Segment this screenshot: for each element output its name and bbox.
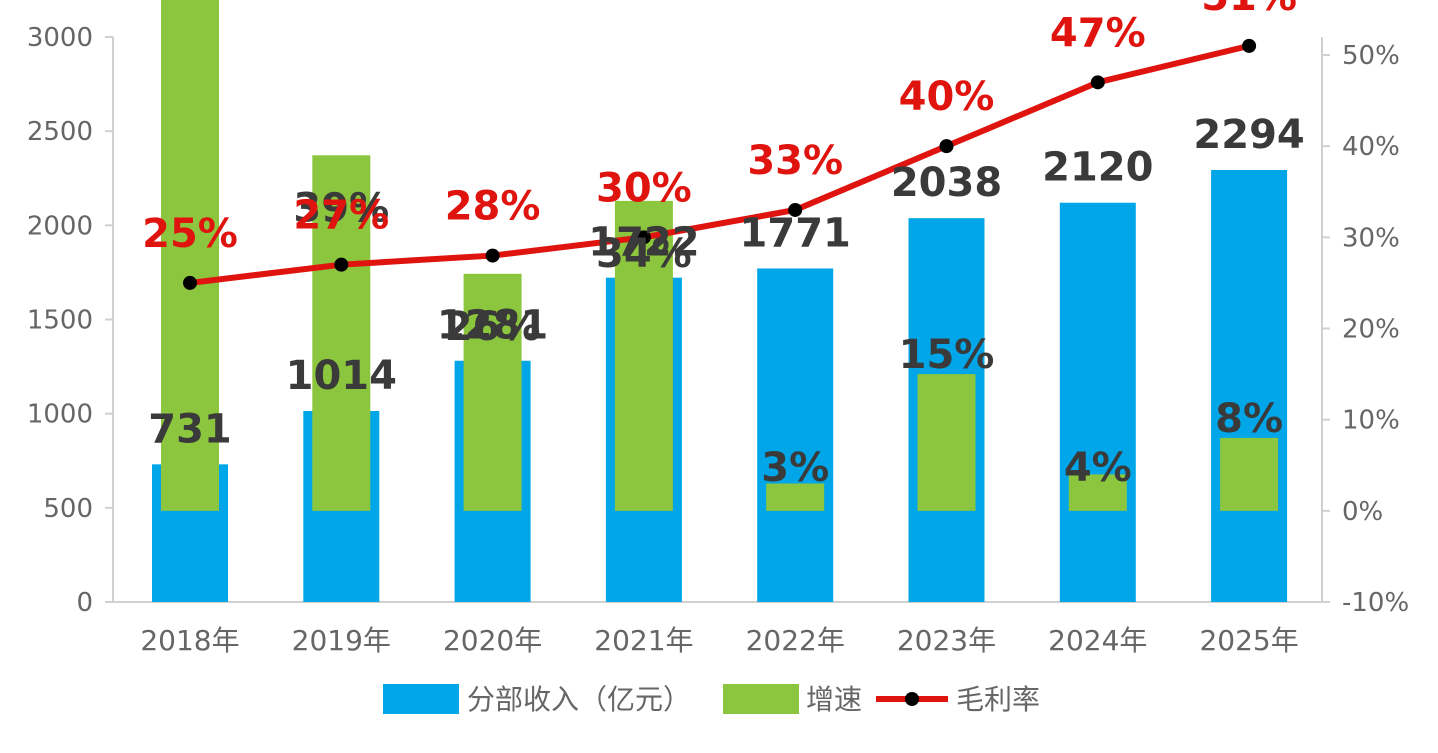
growth-bar	[312, 155, 371, 511]
margin-value-label: 28%	[445, 184, 541, 230]
growth-bars	[161, 0, 1279, 511]
revenue-value-label: 2038	[891, 160, 1002, 206]
growth-value-label: 34%	[596, 231, 692, 277]
y-tick-label-left: 1500	[27, 306, 93, 336]
margin-marker	[939, 139, 954, 154]
revenue-value-label: 2120	[1042, 145, 1153, 191]
revenue-bar	[1211, 169, 1288, 603]
growth-value-label: 8%	[1215, 396, 1283, 442]
x-tick-label: 2019年	[292, 624, 391, 657]
margin-value-label: 25%	[142, 211, 238, 257]
x-tick-label: 2021年	[594, 624, 693, 657]
margin-marker	[485, 248, 500, 263]
y-tick-label-right: -10%	[1342, 588, 1409, 618]
margin-value-label: 27%	[293, 193, 389, 239]
x-tick-label: 2022年	[746, 624, 845, 657]
revenue-value-label: 1771	[740, 210, 851, 256]
margin-marker	[183, 275, 197, 290]
revenue-bar	[1059, 202, 1136, 602]
x-tick-label: 2018年	[140, 624, 239, 657]
revenue-value-label: 1281	[437, 303, 548, 349]
margin-marker	[334, 257, 349, 272]
y-tick-label-right: 10%	[1342, 406, 1400, 436]
growth-value-label: 26%	[445, 304, 541, 350]
margin-marker	[788, 202, 803, 217]
margin-marker	[1090, 75, 1105, 90]
legend-swatch-revenue	[383, 684, 459, 714]
revenue-value-label: 1014	[286, 353, 397, 399]
growth-bar	[614, 200, 673, 511]
margin-marker	[636, 230, 651, 245]
x-tick-label: 2024年	[1048, 624, 1147, 657]
y-tick-label-right: 40%	[1342, 132, 1400, 162]
y-tick-label-left: 0	[76, 588, 93, 618]
data-labels: 731101412811722177120382120229480%39%26%…	[142, 0, 1305, 491]
margin-line-path	[189, 42, 1250, 286]
growth-bar	[917, 374, 976, 511]
margin-value-label: 30%	[596, 165, 692, 211]
growth-bar	[463, 273, 522, 511]
margin-value-label: 47%	[1050, 10, 1146, 56]
legend-swatch-growth	[723, 684, 799, 714]
growth-bar	[161, 0, 219, 511]
margin-marker	[1242, 38, 1257, 53]
legend-label-growth: 增速	[806, 683, 862, 716]
x-tick-label: 2023年	[897, 624, 996, 657]
legend-label-margin: 毛利率	[956, 683, 1040, 716]
growth-bar	[766, 483, 825, 511]
revenue-value-label: 2294	[1193, 112, 1304, 158]
revenue-value-label: 731	[148, 406, 232, 452]
x-tick-label: 2020年	[443, 624, 542, 657]
growth-value-label: 39%	[293, 185, 389, 231]
y-tick-label-left: 2500	[27, 117, 93, 147]
margin-value-label: 33%	[747, 138, 843, 184]
margin-line	[183, 38, 1257, 290]
y-tick-label-left: 1000	[27, 400, 93, 430]
x-tick-label: 2025年	[1199, 624, 1298, 657]
y-tick-label-left: 3000	[27, 23, 93, 53]
y-tick-label-right: 0%	[1342, 497, 1383, 527]
y-tick-label-left: 500	[43, 494, 93, 524]
legend-swatch-margin-marker	[905, 692, 919, 706]
growth-bar	[1068, 474, 1127, 511]
margin-value-label: 51%	[1201, 0, 1297, 20]
y-tick-label-right: 50%	[1342, 41, 1400, 71]
growth-bar	[1220, 437, 1279, 511]
revenue-value-label: 1722	[588, 220, 699, 266]
y-tick-label-left: 2000	[27, 211, 93, 241]
growth-value-label: 4%	[1064, 445, 1132, 491]
revenue-bar	[757, 268, 834, 602]
legend: 分部收入（亿元） 增速 毛利率	[383, 683, 1040, 716]
margin-value-label: 40%	[899, 74, 995, 120]
axes: 0 500 1000 1500 2000 2500 3000 -10% 0% 10% 20% 30% 4…	[27, 23, 1409, 657]
growth-value-label: 15%	[899, 332, 995, 378]
y-tick-label-right: 20%	[1342, 315, 1400, 345]
legend-label-revenue: 分部收入（亿元）	[467, 683, 691, 716]
growth-value-label: 3%	[761, 445, 829, 491]
y-tick-label-right: 30%	[1342, 223, 1400, 253]
